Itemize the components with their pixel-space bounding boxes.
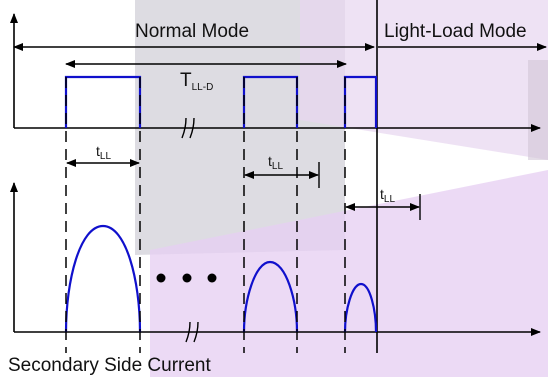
purple-band-lower	[150, 170, 548, 377]
hump-2	[242, 260, 299, 333]
right-edge-band	[528, 60, 548, 160]
normal-mode-label: Normal Mode	[135, 21, 249, 42]
t-ll-sub-2: LL	[272, 161, 284, 172]
t-ll-sub-1: LL	[100, 151, 112, 162]
dot-2	[182, 273, 192, 283]
t-ll-arrows	[66, 159, 421, 220]
t-ll-main-3: t	[380, 186, 384, 202]
t-ll-label-1: tLL	[96, 143, 111, 162]
t-lld-sub: LL-D	[192, 82, 214, 93]
dot-1	[156, 273, 166, 283]
t-lld-label: TLL-D	[180, 70, 213, 93]
pulse-1	[64, 75, 142, 128]
hump-1	[64, 224, 142, 333]
secondary-current-label: Secondary Side Current	[8, 355, 211, 376]
ellipsis-dots	[156, 273, 217, 283]
hump-3	[343, 282, 378, 333]
dot-3	[207, 273, 217, 283]
t-ll-label-3: tLL	[380, 186, 395, 205]
dashed-guides	[65, 77, 346, 353]
t-ll-label-2: tLL	[268, 153, 283, 172]
lower-axes	[10, 182, 541, 343]
background-bands	[135, 0, 548, 377]
lower-axis-break-icon	[185, 321, 199, 343]
t-lld-main: T	[180, 70, 192, 91]
t-ll-sub-3: LL	[384, 194, 396, 205]
upper-axes	[10, 13, 541, 139]
current-humps	[64, 224, 378, 333]
upper-axis-break-icon	[181, 117, 195, 139]
mode-arrows	[13, 0, 547, 353]
purple-band-upper	[300, 0, 548, 160]
t-ll-main-1: t	[96, 143, 100, 159]
t-ll-main-2: t	[268, 153, 272, 169]
light-load-mode-label: Light-Load Mode	[384, 21, 527, 42]
